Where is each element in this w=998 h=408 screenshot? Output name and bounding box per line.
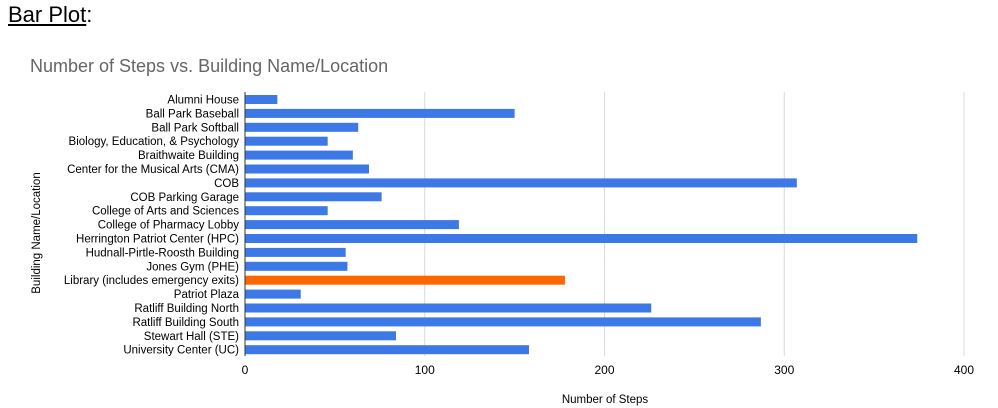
- category-label-4: Braithwaite Building: [138, 150, 239, 162]
- category-label-0: Alumni House: [167, 95, 239, 107]
- x-tick-label-0: 0: [242, 363, 249, 377]
- bar-13: [245, 275, 565, 285]
- y-axis-label: Building Name/Location: [31, 172, 43, 293]
- category-label-1: Ball Park Baseball: [146, 108, 239, 120]
- bar-11: [245, 247, 346, 257]
- bar-0: [245, 95, 278, 104]
- category-label-18: University Center (UC): [123, 345, 239, 357]
- category-label-6: COB: [214, 178, 239, 190]
- bar-7: [245, 192, 382, 202]
- bar-18: [245, 345, 530, 355]
- bar-14: [245, 289, 301, 299]
- chart-title: Number of Steps vs. Building Name/Locati…: [30, 56, 389, 76]
- x-axis-label: Number of Steps: [562, 394, 649, 406]
- category-label-17: Stewart Hall (STE): [144, 331, 239, 343]
- bar-10: [245, 234, 918, 243]
- category-label-16: Ratliff Building South: [132, 317, 239, 329]
- bar-15: [245, 303, 652, 313]
- bar-16: [245, 317, 761, 327]
- page-heading: Bar Plot:: [8, 2, 92, 28]
- category-label-14: Patriot Plaza: [174, 289, 240, 301]
- x-tick-label-300: 300: [774, 363, 794, 377]
- category-label-13: Library (includes emergency exits): [64, 275, 239, 287]
- category-label-5: Center for the Musical Arts (CMA): [67, 164, 239, 176]
- bar-5: [245, 164, 370, 174]
- category-label-9: College of Pharmacy Lobby: [98, 220, 240, 232]
- bar-4: [245, 150, 353, 160]
- heading-colon: :: [86, 2, 93, 27]
- bar-3: [245, 136, 328, 146]
- category-label-3: Biology, Education, & Psychology: [69, 136, 240, 148]
- bar-1: [245, 108, 515, 118]
- category-label-2: Ball Park Softball: [151, 122, 239, 134]
- bar-2: [245, 122, 359, 132]
- bar-12: [245, 261, 348, 271]
- category-label-8: College of Arts and Sciences: [92, 206, 239, 218]
- category-label-12: Jones Gym (PHE): [146, 261, 239, 273]
- category-label-15: Ratliff Building North: [134, 303, 239, 315]
- bar-6: [245, 178, 797, 188]
- category-label-10: Herrington Patriot Center (HPC): [76, 234, 239, 246]
- heading-text: Bar Plot: [8, 2, 87, 27]
- x-tick-label-200: 200: [594, 363, 614, 377]
- category-label-7: COB Parking Garage: [130, 192, 239, 204]
- bar-17: [245, 331, 396, 341]
- x-tick-label-100: 100: [415, 363, 435, 377]
- category-label-11: Hudnall-Pirtle-Roosth Building: [86, 247, 239, 259]
- bar-8: [245, 206, 328, 216]
- bar-9: [245, 220, 459, 230]
- x-tick-label-400: 400: [954, 363, 974, 377]
